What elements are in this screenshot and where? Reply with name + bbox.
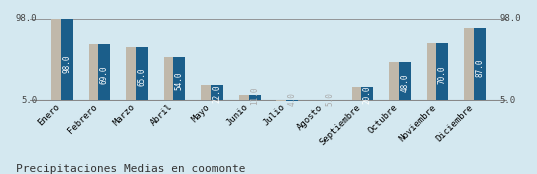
Text: 4.0: 4.0 <box>288 92 296 106</box>
Bar <box>211 85 223 100</box>
Bar <box>361 87 373 100</box>
Text: 98.0: 98.0 <box>499 14 521 23</box>
Bar <box>464 28 476 100</box>
Bar <box>164 57 176 100</box>
Text: 69.0: 69.0 <box>100 66 109 84</box>
Bar <box>389 62 401 100</box>
Bar <box>61 18 73 100</box>
Text: 48.0: 48.0 <box>401 74 409 92</box>
Bar <box>437 43 448 100</box>
Bar <box>98 44 110 100</box>
Bar <box>286 100 298 101</box>
Text: 20.0: 20.0 <box>363 85 372 104</box>
Bar <box>201 85 213 100</box>
Bar <box>51 18 63 100</box>
Text: 98.0: 98.0 <box>16 14 38 23</box>
Text: 5.0: 5.0 <box>325 92 334 106</box>
Bar <box>126 48 138 100</box>
Text: 5.0: 5.0 <box>499 96 516 105</box>
Bar <box>239 95 251 100</box>
Text: 70.0: 70.0 <box>438 65 447 84</box>
Bar <box>277 100 288 101</box>
Bar <box>474 28 486 100</box>
Bar <box>352 87 364 100</box>
Bar <box>249 95 260 100</box>
Text: 98.0: 98.0 <box>62 54 71 73</box>
Text: 22.0: 22.0 <box>213 84 222 103</box>
Text: 65.0: 65.0 <box>137 67 147 86</box>
Text: 11.0: 11.0 <box>250 87 259 105</box>
Bar <box>427 43 439 100</box>
Text: 54.0: 54.0 <box>175 72 184 90</box>
Bar <box>173 57 185 100</box>
Bar <box>89 44 100 100</box>
Bar <box>399 62 411 100</box>
Text: 87.0: 87.0 <box>475 58 484 77</box>
Text: Precipitaciones Medias en coomonte: Precipitaciones Medias en coomonte <box>16 164 245 174</box>
Bar <box>136 48 148 100</box>
Text: 5.0: 5.0 <box>21 96 38 105</box>
